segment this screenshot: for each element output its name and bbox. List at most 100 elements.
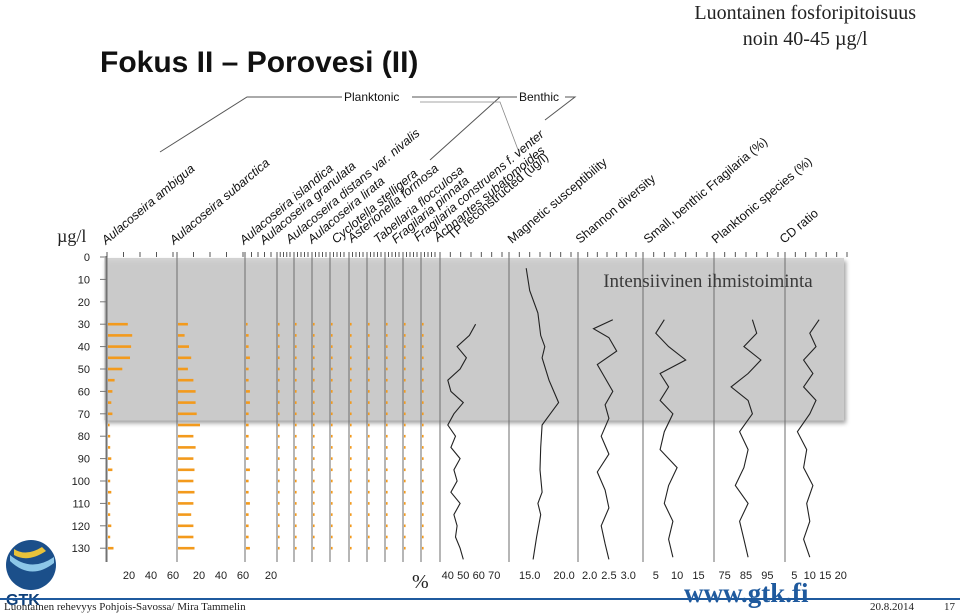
- taxon-bar: [386, 367, 388, 371]
- taxon-bar: [313, 390, 315, 393]
- taxon-bar: [368, 390, 370, 393]
- taxon-bar: [350, 378, 352, 382]
- footer-caption: Luontainen rehevyys Pohjois-Savossa/ Mir…: [4, 601, 246, 613]
- taxon-bar: [313, 479, 315, 483]
- x-tick-label: 20: [265, 570, 277, 582]
- taxon-bar: [404, 401, 406, 404]
- x-tick-label: 20: [123, 570, 135, 582]
- taxon-bar: [295, 334, 297, 337]
- taxon-bar: [313, 334, 315, 337]
- taxon-bar: [246, 502, 250, 505]
- taxon-bar: [386, 535, 388, 539]
- taxon-bar: [313, 468, 315, 472]
- taxon-bar: [108, 502, 111, 505]
- y-tick-label: 130: [72, 543, 90, 555]
- taxon-bar: [108, 434, 111, 438]
- taxon-bar: [368, 502, 370, 505]
- taxon-bar: [246, 423, 249, 427]
- taxon-bar: [386, 322, 388, 326]
- taxon-bar: [368, 367, 370, 371]
- taxon-bar: [331, 524, 333, 528]
- taxon-bar: [404, 434, 406, 438]
- x-tick-label: 15.0: [519, 570, 540, 582]
- taxon-bar: [295, 390, 297, 393]
- taxon-bar: [178, 345, 189, 348]
- taxon-bar: [350, 468, 352, 472]
- taxon-bar: [404, 390, 406, 393]
- taxon-bar: [422, 490, 424, 494]
- x-tick-label: 3.0: [621, 570, 636, 582]
- taxon-bar: [404, 412, 406, 416]
- taxon-bar: [313, 378, 315, 382]
- taxon-bar: [278, 502, 280, 505]
- slide-title: Fokus II – Porovesi (II): [100, 46, 419, 79]
- taxon-bar: [108, 535, 111, 539]
- taxon-bar: [368, 378, 370, 382]
- taxon-bar: [350, 401, 352, 404]
- taxon-bar: [246, 412, 249, 416]
- curve-line: [447, 323, 477, 560]
- taxon-bar: [368, 490, 370, 494]
- taxon-bar: [278, 412, 280, 416]
- taxon-bar: [422, 334, 424, 337]
- taxon-bar: [108, 457, 112, 460]
- taxon-bar: [178, 423, 200, 427]
- taxon-bar: [278, 457, 280, 460]
- y-tick-label: 10: [78, 274, 90, 286]
- taxon-bar: [368, 345, 370, 348]
- taxon-bar: [313, 490, 315, 494]
- taxon-bar: [108, 334, 133, 337]
- taxon-bar: [295, 524, 297, 528]
- taxon-bar: [331, 378, 333, 382]
- taxon-bar: [350, 390, 352, 393]
- taxon-bar: [331, 401, 333, 404]
- taxon-bar: [278, 423, 280, 427]
- taxon-bar: [386, 390, 388, 393]
- taxon-bar: [422, 457, 424, 460]
- x-tick-label: 20.0: [553, 570, 574, 582]
- taxon-bar: [178, 367, 188, 371]
- taxon-bar: [422, 502, 424, 505]
- leader-planktonic-left: [159, 96, 342, 153]
- x-tick-label: 10: [671, 570, 683, 582]
- taxon-bar: [368, 524, 370, 528]
- taxon-bar: [108, 446, 111, 449]
- taxon-bar: [404, 446, 406, 449]
- x-tick-label: 20: [193, 570, 205, 582]
- taxon-bar: [422, 446, 424, 449]
- taxon-bar: [331, 412, 333, 416]
- taxon-bar: [331, 513, 333, 516]
- note-line-2: noin 40-45 µg/l: [742, 28, 868, 50]
- taxon-bar: [295, 490, 297, 494]
- taxon-bar: [368, 535, 370, 539]
- taxon-bar: [178, 513, 192, 516]
- taxon-bar: [178, 322, 188, 326]
- x-tick-label: 10: [804, 570, 816, 582]
- taxon-bar: [386, 423, 388, 427]
- taxon-bar: [404, 345, 406, 348]
- taxon-bar: [108, 356, 130, 360]
- x-tick-label: 70: [488, 570, 500, 582]
- stratigraphic-chart: Intensiivinen ihmistoiminta µg/l 0 10 20 30 40…: [57, 90, 848, 593]
- taxon-bar: [368, 322, 370, 326]
- taxon-bar: [422, 423, 424, 427]
- taxon-bar: [350, 322, 352, 326]
- taxon-bar: [278, 546, 280, 550]
- group-label-benthic: Benthic: [519, 90, 559, 104]
- taxon-bar: [295, 412, 297, 416]
- taxon-bar: [278, 535, 280, 539]
- taxon-bar: [313, 535, 315, 539]
- taxon-bar: [331, 356, 333, 360]
- taxon-bar: [350, 513, 352, 516]
- taxon-bar: [350, 479, 352, 483]
- taxon-bar: [246, 434, 249, 438]
- y-tick-label: 110: [72, 498, 90, 510]
- taxon-bar: [178, 446, 196, 449]
- taxon-bar: [295, 322, 297, 326]
- natural-phosphorus-note: Luontainen fosforipitoisuus noin 40-45 µ…: [694, 0, 916, 52]
- taxon-bar: [368, 468, 370, 472]
- taxon-bar: [404, 334, 406, 337]
- taxon-bar: [178, 524, 194, 528]
- taxon-bar: [178, 434, 194, 438]
- website-link[interactable]: www.gtk.fi: [684, 578, 809, 608]
